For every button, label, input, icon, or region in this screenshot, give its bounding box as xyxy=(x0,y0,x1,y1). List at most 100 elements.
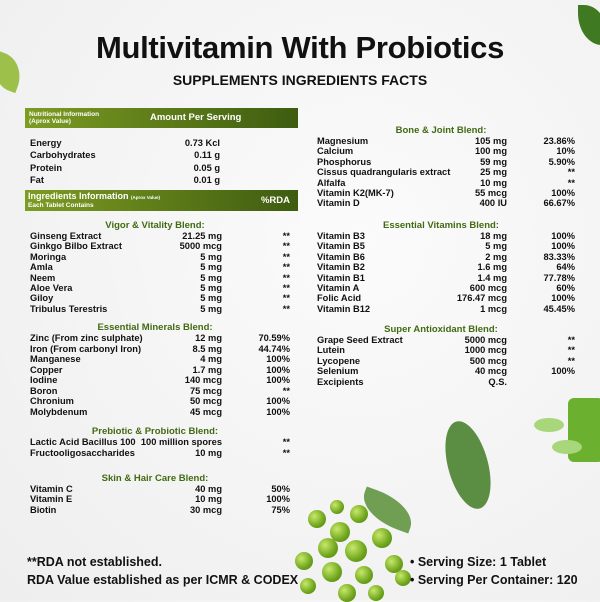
blend-title: Essential Vitamins Blend: xyxy=(383,220,499,231)
ingredient-amount: 5 mg xyxy=(200,251,222,262)
ingredient-row: Biotin 30 mcg 75% xyxy=(30,505,290,516)
nutrition-header-label: Nutritional Information (Aprox Value) xyxy=(29,111,99,125)
page-title: Multivitamin With Probiotics xyxy=(95,30,505,65)
ingredient-amount: 600 mcg xyxy=(469,283,507,293)
ingredients-header-sub: Each Tablet Contains xyxy=(28,202,94,209)
ingredient-rda: ** xyxy=(282,241,290,252)
blend-title: Vigor & Vitality Blend: xyxy=(105,220,205,231)
ingredient-rda: 100% xyxy=(266,364,290,375)
ingredient-row: Cissus quadrangularis extract 25 mg ** xyxy=(317,167,575,178)
ingredient-name: Folic Acid xyxy=(317,293,362,304)
ingredient-rda: 100% xyxy=(551,293,575,304)
ingredient-row: Calcium 100 mg 10% xyxy=(317,146,575,157)
ingredient-amount: 10 mg xyxy=(195,447,222,458)
ingredient-row: Excipients Q.S. xyxy=(317,377,575,388)
ingredient-rda: ** xyxy=(282,447,290,458)
ingredient-name: Molybdenum xyxy=(30,406,88,417)
ingredient-row: Aloe Vera 5 mg ** xyxy=(30,283,290,294)
amla-fruit-icon xyxy=(395,570,411,586)
ingredient-name: Fat xyxy=(30,174,44,185)
ingredient-rda: 75% xyxy=(271,504,290,515)
ingredient-amount: 25 mg xyxy=(480,167,507,178)
amla-fruit-icon xyxy=(295,552,313,570)
ingredient-rda: 0.73 Kcl xyxy=(184,138,220,148)
ingredient-row: Molybdenum 45 mcg 100% xyxy=(30,407,290,418)
ingredient-name: Vitamin A xyxy=(317,283,360,293)
ingredient-row: Grape Seed Extract 5000 mcg ** xyxy=(317,335,575,346)
ingredient-row: Selenium 40 mcg 100% xyxy=(317,366,575,377)
nutrition-row: Fat 0.01 g xyxy=(30,175,220,186)
ingredient-name: Manganese xyxy=(30,354,81,364)
ingredient-rda: ** xyxy=(282,283,290,293)
ingredient-name: Fructooligosaccharides xyxy=(30,447,135,458)
ingredient-row: Magnesium 105 mg 23.86% xyxy=(317,136,575,147)
ingredient-amount: Q.S. xyxy=(488,376,507,387)
ingredient-rda: 100% xyxy=(266,406,290,417)
ingredient-amount: 5 mg xyxy=(200,272,222,283)
ingredients-header-note: (Aprox Value) xyxy=(131,195,161,200)
ingredient-rda: ** xyxy=(282,231,290,241)
ingredient-row: Vitamin B2 1.6 mg 64% xyxy=(317,262,575,273)
ingredient-amount: 5 mg xyxy=(200,293,222,304)
ingredient-name: Vitamin E xyxy=(30,494,73,505)
ingredient-amount: 500 mcg xyxy=(469,355,507,366)
ingredient-rda: ** xyxy=(567,177,575,188)
nutrition-row: Energy 0.73 Kcl xyxy=(30,138,220,149)
ingredient-amount: 140 mcg xyxy=(184,375,222,385)
ingredient-row: Folic Acid 176.47 mcg 100% xyxy=(317,293,575,304)
ingredient-amount: 4 mg xyxy=(200,354,222,364)
blend-title: Prebiotic & Probiotic Blend: xyxy=(91,426,219,437)
ingredient-row: Ginseng Extract 21.25 mg ** xyxy=(30,231,290,242)
ingredient-amount: 176.47 mcg xyxy=(456,293,507,304)
ingredient-name: Alfalfa xyxy=(317,177,346,188)
ingredient-row: Vitamin B1 1.4 mg 77.78% xyxy=(317,273,575,284)
ingredient-row: Vitamin B5 5 mg 100% xyxy=(317,241,575,252)
serving-size: • Serving Size: 1 Tablet xyxy=(410,555,547,569)
ingredient-name: Moringa xyxy=(30,251,67,262)
ingredient-rda: 64% xyxy=(556,262,575,273)
ingredient-rda: 50% xyxy=(271,484,290,494)
ingredient-name: Vitamin B12 xyxy=(317,303,371,314)
ingredient-name: Selenium xyxy=(317,366,359,377)
ingredient-name: Biotin xyxy=(30,504,57,515)
rda-note: **RDA not established. xyxy=(27,555,162,569)
ingredient-amount: 1 mcg xyxy=(480,303,507,314)
ingredient-name: Neem xyxy=(30,272,56,283)
nutrition-header-line2: (Aprox Value) xyxy=(29,118,71,125)
ingredients-header-bar: Ingredients Information (Aprox Value) Ea… xyxy=(25,190,298,211)
ingredient-name: Aloe Vera xyxy=(30,283,73,293)
ingredient-amount: 2 mg xyxy=(485,251,507,262)
ingredient-name: Lutein xyxy=(317,345,345,356)
ingredient-name: Carbohydrates xyxy=(30,150,96,161)
ingredient-row: Giloy 5 mg ** xyxy=(30,293,290,304)
ingredient-row: Vitamin A 600 mcg 60% xyxy=(317,283,575,294)
ingredient-rda: ** xyxy=(282,303,290,314)
ingredient-name: Chronium xyxy=(30,396,74,406)
ingredient-row: Ginkgo Bilbo Extract 5000 mcg ** xyxy=(30,241,290,252)
ingredient-rda: ** xyxy=(567,345,575,356)
ingredient-row: Lactic Acid Bacillus 100 100 million spor… xyxy=(30,437,290,448)
ingredient-rda: ** xyxy=(567,335,575,345)
ingredient-amount: 100 million spores xyxy=(140,437,222,447)
amla-fruit-icon xyxy=(368,585,384,601)
ingredient-rda: 10% xyxy=(556,146,575,157)
ingredient-name: Vitamin B1 xyxy=(317,272,365,283)
amla-fruit-icon xyxy=(330,522,350,542)
ingredient-row: Vitamin B6 2 mg 83.33% xyxy=(317,252,575,263)
amla-fruit-icon xyxy=(350,505,368,523)
ingredient-name: Amla xyxy=(30,262,53,273)
ingredient-name: Calcium xyxy=(317,146,354,157)
ingredient-amount: 45 mcg xyxy=(189,406,222,417)
ingredient-rda: ** xyxy=(282,262,290,273)
ingredient-amount: 5 mg xyxy=(200,283,222,293)
ingredient-rda: ** xyxy=(282,293,290,304)
ingredient-rda: 100% xyxy=(551,366,575,377)
ingredient-name: Energy xyxy=(30,138,62,148)
amla-fruit-icon xyxy=(372,528,392,548)
ingredient-amount: 1.7 mg xyxy=(192,364,222,375)
amla-fruit-icon xyxy=(385,555,403,573)
ingredient-row: Alfalfa 10 mg ** xyxy=(317,178,575,189)
ingredient-name: Ginseng Extract xyxy=(30,231,102,241)
ingredient-amount: 18 mg xyxy=(480,231,507,241)
aloe-vera-icon xyxy=(534,418,564,432)
